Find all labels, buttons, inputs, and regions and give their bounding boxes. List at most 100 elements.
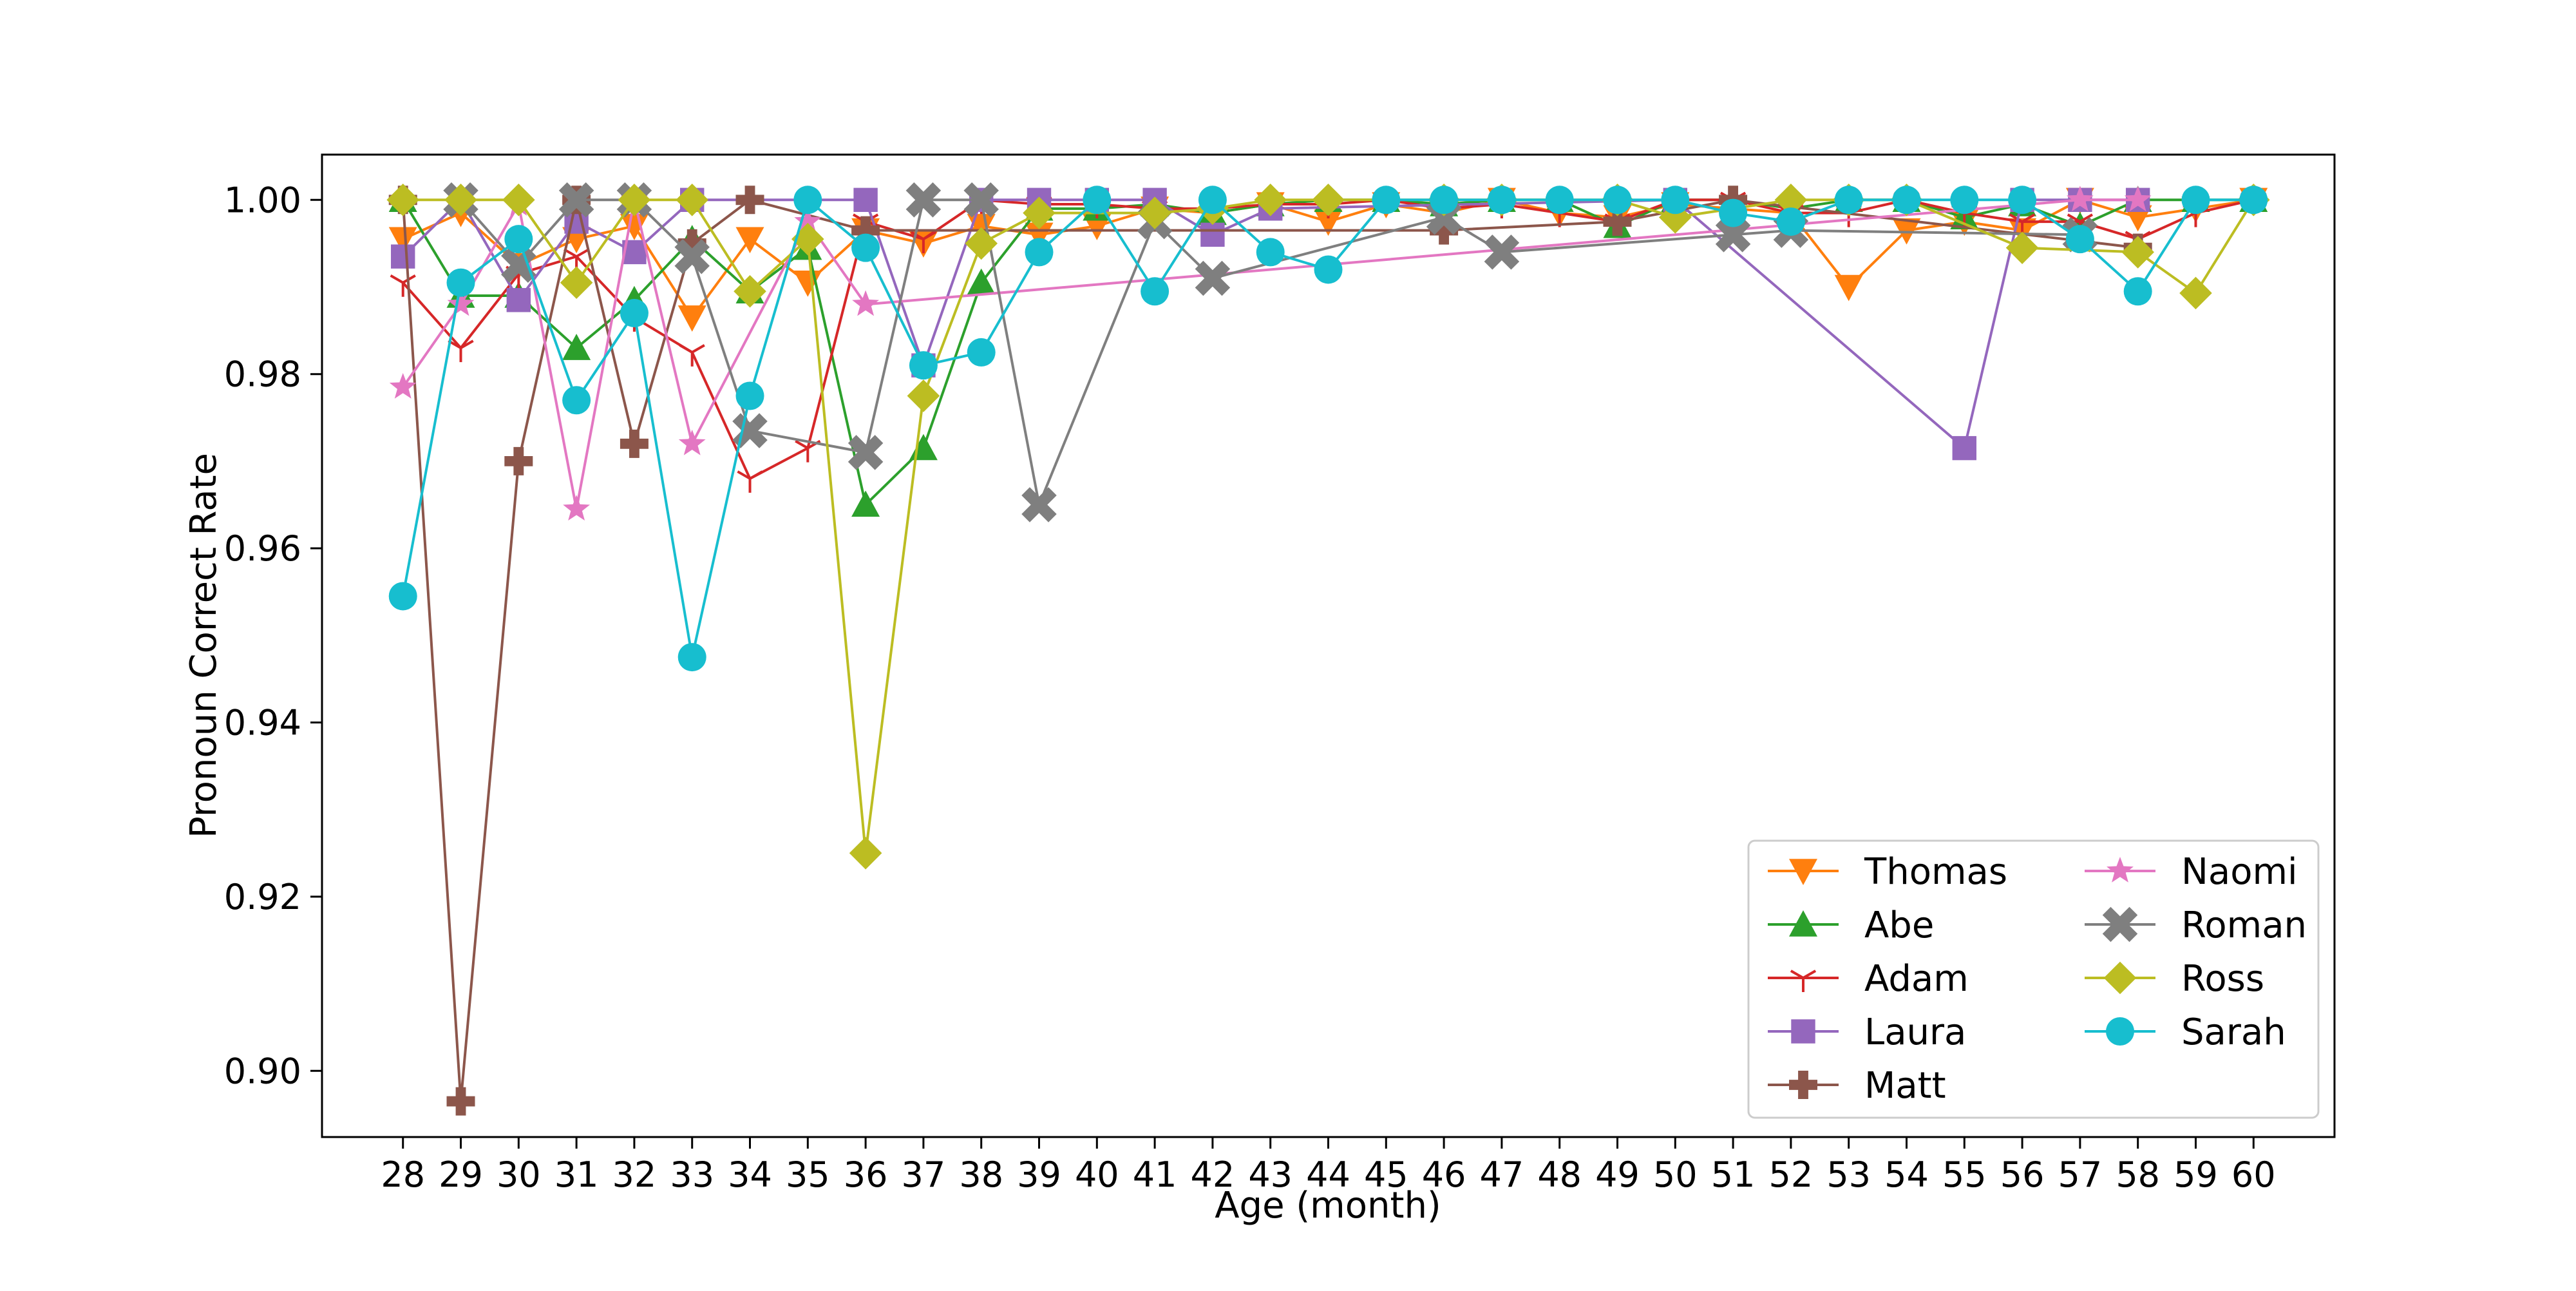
y-tick-label: 0.90 [224, 1051, 301, 1091]
x-tick-label: 52 [1769, 1154, 1814, 1195]
legend-marker-adam [1790, 970, 1817, 992]
series-sarah [388, 186, 2268, 672]
x-tick-label: 30 [497, 1154, 541, 1195]
data-point-abe-37 [909, 434, 938, 461]
data-point-sarah-40 [1083, 186, 1112, 215]
data-point-thomas-28 [388, 227, 417, 254]
legend-frame [1747, 839, 2320, 1119]
data-point-thomas-33 [677, 305, 706, 332]
data-point-thomas-32 [620, 214, 649, 240]
data-point-roman-42 [1195, 260, 1231, 296]
data-point-adam-29 [448, 339, 474, 363]
data-point-matt-46 [1430, 216, 1459, 245]
x-tick-label: 46 [1422, 1154, 1466, 1195]
legend-item-thomas: Thomas [1768, 851, 2007, 893]
x-tick-label: 59 [2174, 1154, 2218, 1195]
x-tick-label: 48 [1537, 1154, 1582, 1195]
x-tick-label: 31 [554, 1154, 599, 1195]
data-point-sarah-46 [1430, 186, 1459, 215]
x-tick-label: 33 [670, 1154, 714, 1195]
x-tick-label: 54 [1884, 1154, 1929, 1195]
x-tick-label: 56 [2000, 1154, 2045, 1195]
data-point-ross-36 [849, 836, 882, 870]
legend-label: Thomas [1864, 851, 2007, 893]
data-point-ross-33 [676, 184, 709, 216]
data-point-ross-30 [502, 184, 535, 216]
data-point-matt-32 [620, 429, 649, 458]
legend-item-naomi: Naomi [2085, 851, 2298, 893]
legend-label: Matt [1864, 1065, 1946, 1107]
data-point-naomi-33 [678, 429, 706, 455]
legend-item-sarah: Sarah [2085, 1011, 2286, 1053]
y-tick-label: 0.94 [224, 702, 301, 743]
legend-item-roman: Roman [2085, 904, 2307, 946]
data-point-abe-36 [851, 490, 880, 517]
legend-entries: Thomas Abe Adam Laura Matt Naomi Roman Ross Sara… [1768, 851, 2307, 1107]
legend-marker-ross [2103, 961, 2137, 995]
legend-marker-matt [1789, 1071, 1817, 1099]
legend-marker-abe [1789, 910, 1817, 937]
data-point-sarah-45 [1372, 186, 1401, 215]
data-point-ross-31 [560, 266, 593, 300]
x-axis-label: Age (month) [1215, 1185, 1441, 1227]
data-point-thomas-34 [735, 227, 764, 254]
x-tick-label: 34 [728, 1154, 772, 1195]
data-point-sarah-36 [851, 233, 880, 262]
data-point-naomi-57 [2066, 186, 2094, 212]
data-point-matt-49 [1603, 207, 1632, 236]
data-point-sarah-39 [1025, 238, 1054, 267]
x-tick-label: 55 [1942, 1154, 1987, 1195]
data-point-sarah-56 [2008, 186, 2037, 215]
data-point-sarah-55 [1950, 186, 1979, 215]
data-point-sarah-48 [1545, 186, 1574, 215]
data-point-sarah-50 [1661, 186, 1690, 215]
x-tick-label: 36 [844, 1154, 888, 1195]
data-point-sarah-58 [2123, 277, 2152, 306]
x-tick-label: 50 [1653, 1154, 1698, 1195]
x-tick-label: 42 [1191, 1154, 1235, 1195]
series-laura [391, 187, 2150, 461]
data-point-sarah-29 [446, 268, 475, 297]
data-point-sarah-53 [1834, 186, 1863, 215]
x-tick-label: 28 [381, 1154, 425, 1195]
x-tick-label: 58 [2116, 1154, 2160, 1195]
legend: Thomas Abe Adam Laura Matt Naomi Roman Ross Sara… [1747, 839, 2320, 1119]
legend-marker-thomas [1789, 859, 1817, 885]
legend-item-adam: Adam [1768, 958, 1969, 1000]
data-point-sarah-34 [735, 381, 764, 410]
data-point-sarah-60 [2239, 186, 2268, 215]
y-tick-label: 0.92 [224, 877, 301, 917]
data-point-sarah-38 [967, 338, 996, 367]
data-point-ross-37 [907, 379, 940, 412]
data-point-naomi-29 [447, 290, 475, 316]
data-point-ross-38 [965, 227, 998, 260]
data-point-sarah-57 [2065, 225, 2094, 254]
data-point-laura-42 [1200, 222, 1225, 247]
x-tick-label: 38 [959, 1154, 1003, 1195]
data-point-roman-51 [1715, 217, 1751, 253]
data-point-ross-52 [1774, 184, 1808, 216]
data-point-laura-28 [391, 244, 415, 269]
data-point-roman-37 [905, 182, 942, 218]
data-point-ross-28 [386, 184, 420, 216]
data-point-sarah-33 [677, 643, 706, 672]
data-point-naomi-31 [563, 495, 591, 521]
data-point-sarah-37 [909, 351, 938, 380]
legend-marker-sarah [2106, 1017, 2134, 1046]
data-point-adam-34 [737, 470, 763, 493]
legend-item-laura: Laura [1768, 1011, 1966, 1053]
data-point-roman-31 [558, 182, 594, 218]
x-axis: 28 29 30 31 32 33 34 35 36 37 38 39 40 41 42 43 44 45 46 47… [381, 1137, 2276, 1195]
legend-marker-naomi [2107, 857, 2134, 883]
data-point-ross-43 [1254, 184, 1287, 216]
data-point-matt-29 [446, 1087, 475, 1116]
y-tick-label: 0.98 [224, 354, 301, 395]
data-point-matt-30 [504, 446, 533, 475]
x-tick-label: 32 [612, 1154, 657, 1195]
data-point-roman-47 [1484, 234, 1520, 270]
series-roman [443, 182, 2098, 522]
data-point-ross-58 [2121, 236, 2154, 269]
data-point-adam-33 [679, 344, 705, 367]
legend-marker-roman [2102, 906, 2138, 942]
x-tick-label: 39 [1017, 1154, 1061, 1195]
